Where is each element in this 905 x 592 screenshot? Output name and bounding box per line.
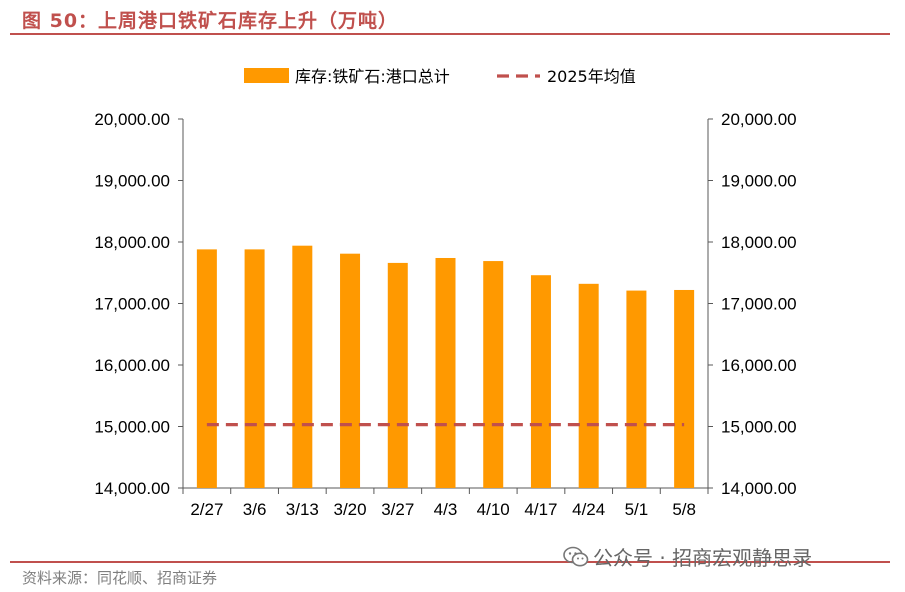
x-tick-label: 3/6 xyxy=(243,500,267,519)
left-y-tick-label: 20,000.00 xyxy=(94,110,170,129)
bar xyxy=(530,275,551,488)
x-tick-label: 2/27 xyxy=(190,500,223,519)
x-tick-label: 3/27 xyxy=(381,500,414,519)
bar-chart: 14,000.00 15,000.00 16,000.00 17,000.00 18,0… xyxy=(94,67,797,519)
x-tick-label: 5/1 xyxy=(625,500,649,519)
bar xyxy=(340,253,361,488)
bar xyxy=(244,249,265,488)
left-y-tick-label: 19,000.00 xyxy=(94,172,170,191)
bar xyxy=(292,245,313,488)
watermark: 公众号 · 招商宏观静思录 xyxy=(563,542,812,571)
bar xyxy=(578,283,599,488)
bottom-divider xyxy=(10,561,890,563)
legend-label-bar: 库存:铁矿石:港口总计 xyxy=(295,67,450,86)
x-tick-label: 4/17 xyxy=(524,500,557,519)
legend-swatch-bar xyxy=(244,68,289,83)
bar xyxy=(626,290,647,488)
right-y-tick-label: 15,000.00 xyxy=(721,418,797,437)
bar xyxy=(196,249,217,488)
bar xyxy=(435,257,456,488)
legend: 库存:铁矿石:港口总计 2025年均值 xyxy=(244,67,636,86)
right-y-tick-label: 16,000.00 xyxy=(721,356,797,375)
x-tick-label: 5/8 xyxy=(672,500,696,519)
x-tick-label: 4/24 xyxy=(572,500,605,519)
chart-title: 图 50：上周港口铁矿石库存上升（万吨） xyxy=(22,10,399,32)
wechat-icon xyxy=(563,546,589,566)
right-y-tick-label: 20,000.00 xyxy=(721,110,797,129)
watermark-text: 公众号 · 招商宏观静思录 xyxy=(593,546,813,570)
left-y-tick-label: 14,000.00 xyxy=(94,479,170,498)
x-tick-label: 3/20 xyxy=(333,500,366,519)
left-y-tick-label: 16,000.00 xyxy=(94,356,170,375)
x-tick-label: 4/3 xyxy=(434,500,458,519)
left-y-tick-label: 18,000.00 xyxy=(94,233,170,252)
legend-label-line: 2025年均值 xyxy=(547,67,636,86)
right-y-tick-label: 19,000.00 xyxy=(721,172,797,191)
x-tick-label: 4/10 xyxy=(477,500,510,519)
left-y-tick-label: 17,000.00 xyxy=(94,295,170,314)
right-y-tick-label: 18,000.00 xyxy=(721,233,797,252)
left-y-tick-label: 15,000.00 xyxy=(94,418,170,437)
right-y-tick-label: 17,000.00 xyxy=(721,295,797,314)
source-note: 资料来源：同花顺、招商证券 xyxy=(22,569,218,587)
x-tick-label: 3/13 xyxy=(286,500,319,519)
top-divider xyxy=(10,33,890,35)
bar xyxy=(387,262,408,488)
right-y-tick-label: 14,000.00 xyxy=(721,479,797,498)
bar xyxy=(674,289,695,488)
bar xyxy=(483,261,504,488)
